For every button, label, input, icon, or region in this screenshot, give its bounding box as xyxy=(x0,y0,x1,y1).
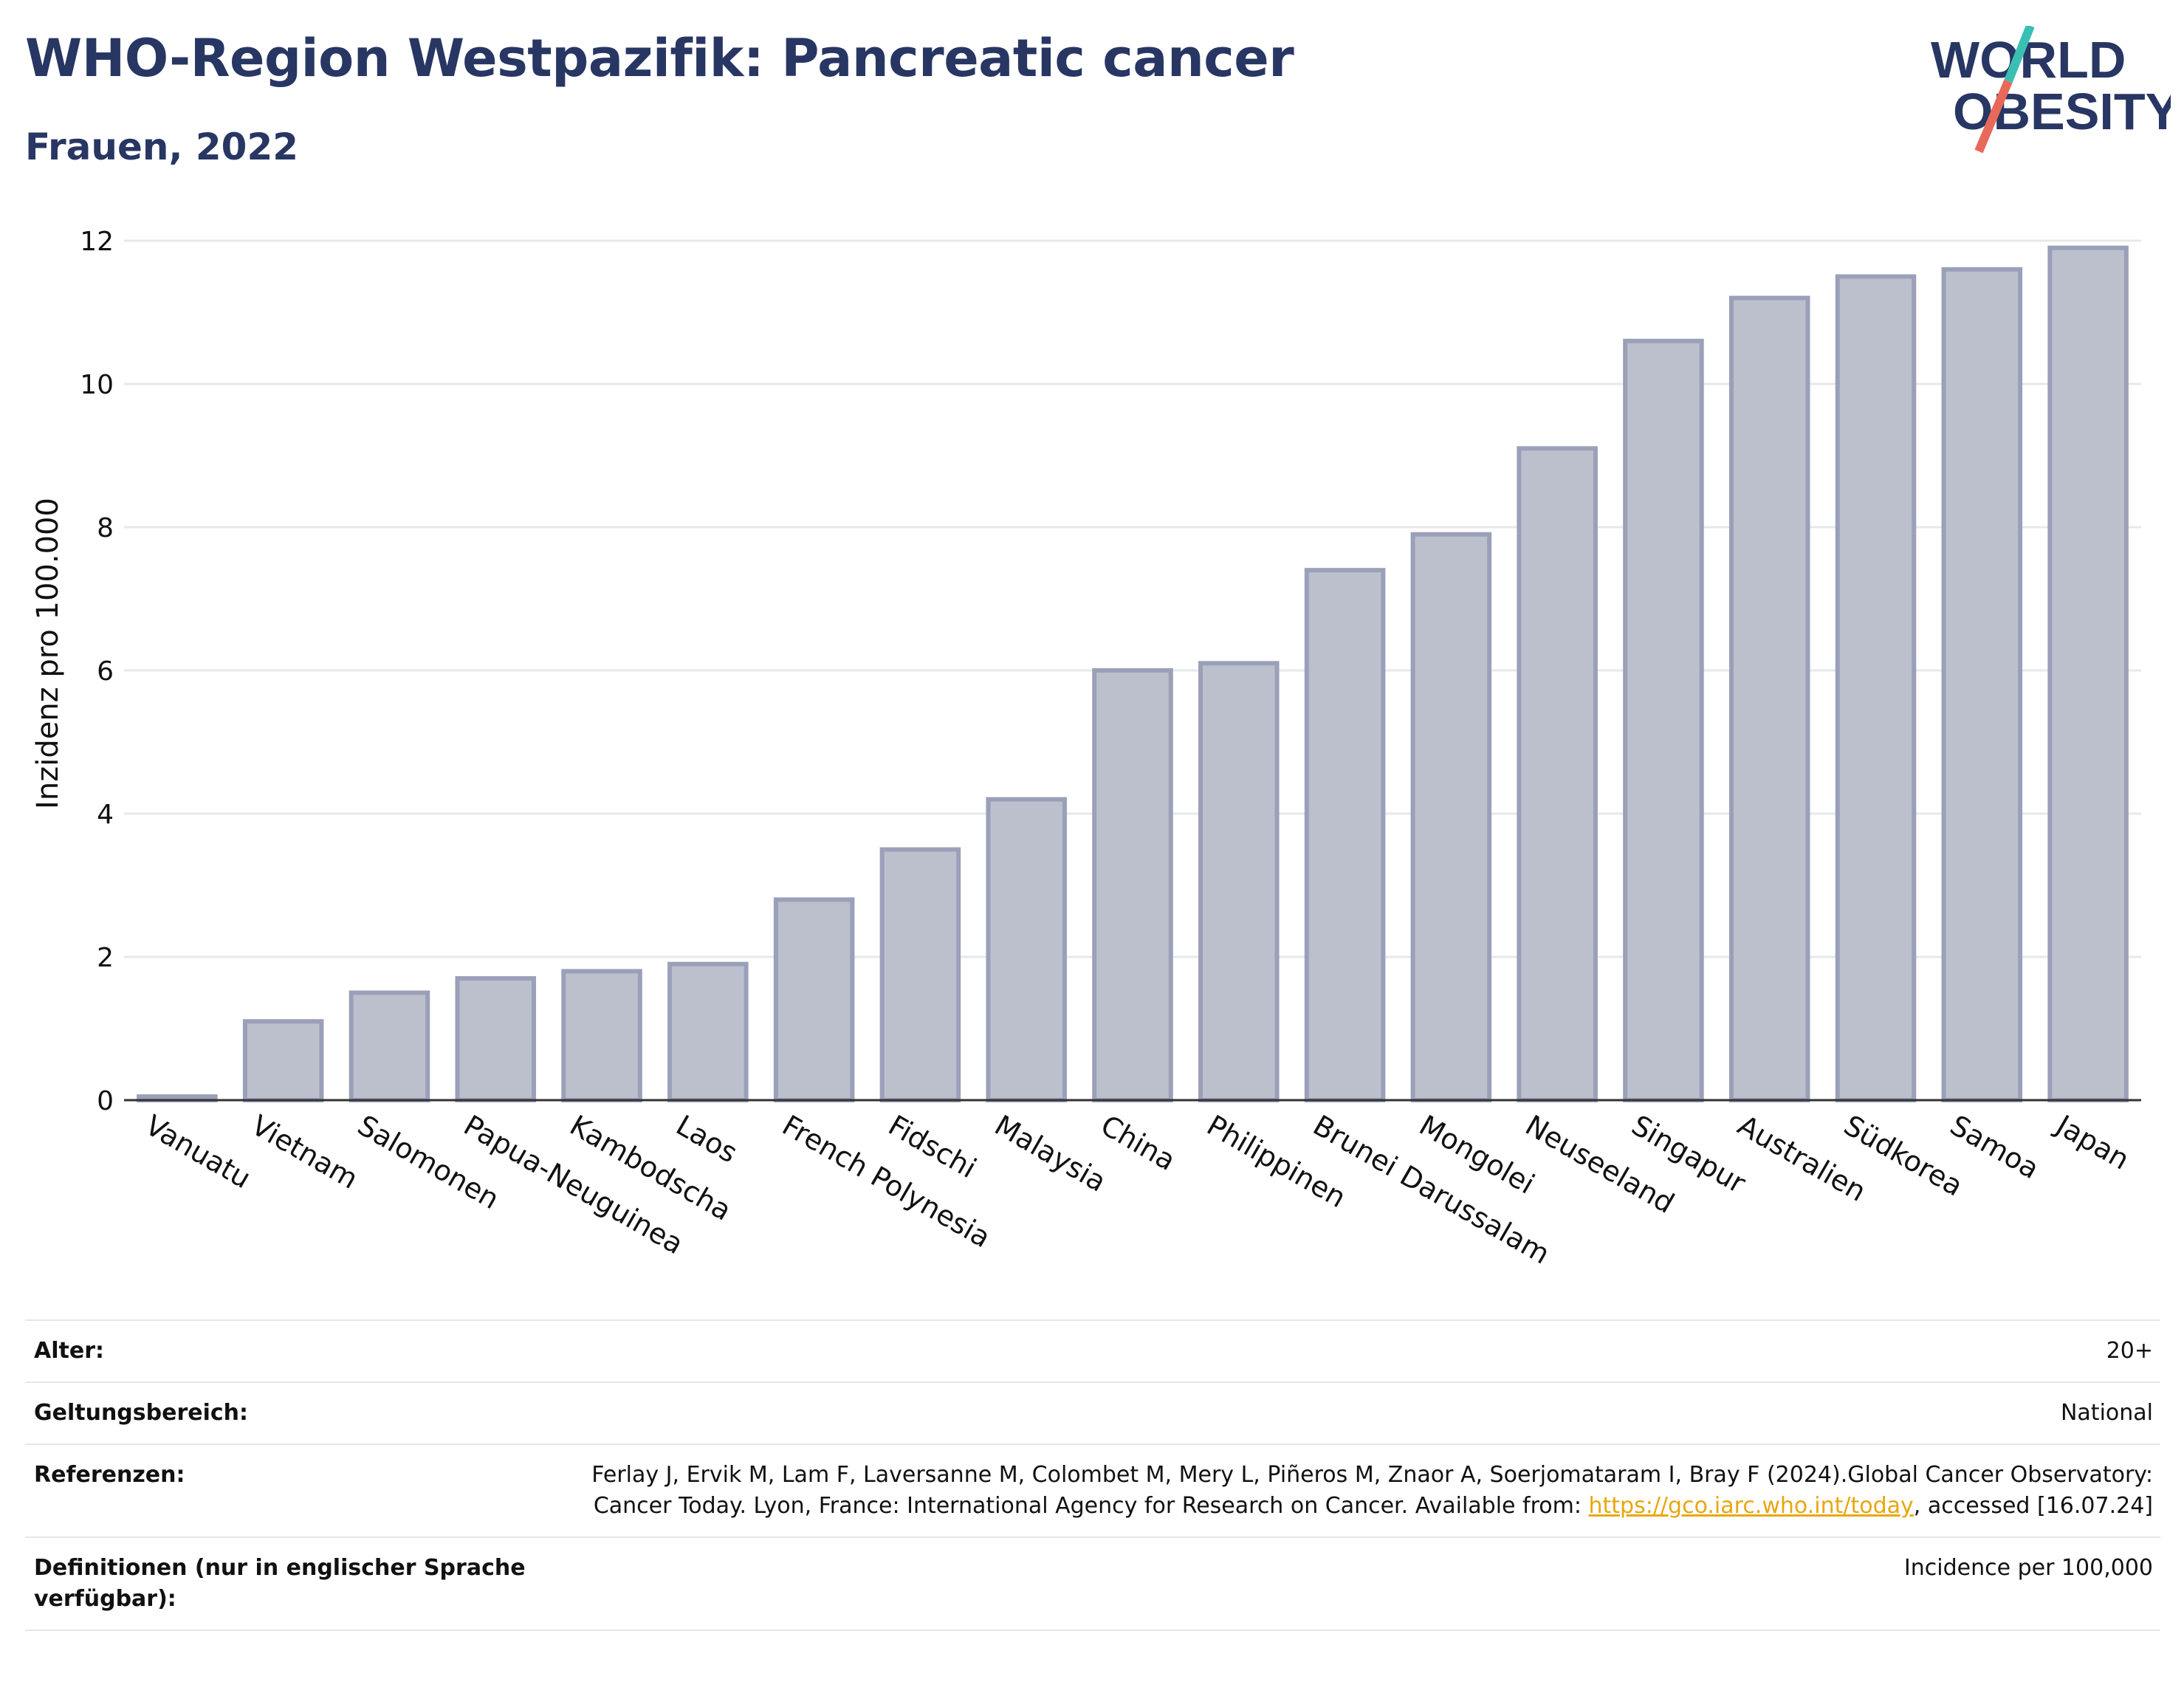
bar xyxy=(348,990,430,1102)
page-title: WHO-Region Westpazifik: Pancreatic cance… xyxy=(25,28,1294,89)
x-axis-labels: VanuatuVietnamSalomonenPapua-NeuguineaKa… xyxy=(140,1108,2135,1271)
reference-accessed: , accessed [16.07.24] xyxy=(1913,1493,2153,1519)
meta-value: National xyxy=(2060,1400,2153,1426)
y-axis-ticks: 0 2 4 6 8 10 12 xyxy=(80,227,114,1116)
y-tick-label: 8 xyxy=(97,513,114,543)
bar xyxy=(986,797,1067,1102)
bar xyxy=(2047,245,2129,1103)
bar xyxy=(242,1019,324,1103)
world-obesity-logo: WORLD OBESITY xyxy=(1931,26,2171,154)
x-tick-label: Vanuatu xyxy=(140,1109,256,1195)
meta-label: Referenzen: xyxy=(34,1462,185,1488)
x-tick-label: Vietnam xyxy=(246,1109,363,1195)
bar xyxy=(879,847,961,1102)
x-tick-label: Laos xyxy=(670,1109,743,1170)
y-tick-label: 12 xyxy=(80,227,114,257)
y-tick-label: 2 xyxy=(97,943,114,973)
meta-label: Geltungsbereich: xyxy=(34,1400,249,1426)
reference-link[interactable]: https://gco.iarc.who.int/today xyxy=(1588,1493,1914,1519)
bar xyxy=(1728,295,1810,1103)
logo-slash-teal xyxy=(2004,26,2035,83)
meta-row-scope: Geltungsbereich: National xyxy=(25,1381,2160,1443)
bars xyxy=(137,245,2129,1103)
meta-label: Alter: xyxy=(34,1338,104,1364)
bar xyxy=(1092,668,1173,1102)
y-tick-label: 0 xyxy=(97,1086,114,1116)
meta-label: Definitionen (nur in englischer Sprache … xyxy=(34,1555,526,1612)
meta-row-age: Alter: 20+ xyxy=(25,1319,2160,1381)
y-tick-label: 6 xyxy=(97,656,114,687)
meta-value: 20+ xyxy=(2106,1338,2153,1364)
meta-value: Ferlay J, Ervik M, Lam F, Laversanne M, … xyxy=(566,1460,2153,1522)
x-tick-label: China xyxy=(1096,1109,1181,1177)
logo-slash-coral xyxy=(1974,79,2013,154)
reference-text: Ferlay J, Ervik M, Lam F, Laversanne M, … xyxy=(591,1462,2153,1519)
y-tick-label: 4 xyxy=(97,800,114,830)
bar xyxy=(1835,274,1917,1102)
page-subtitle: Frauen, 2022 xyxy=(25,126,299,168)
x-tick-label: Malaysia xyxy=(989,1109,1112,1198)
y-tick-label: 10 xyxy=(80,370,114,400)
bar xyxy=(1623,338,1704,1102)
x-tick-label: Japan xyxy=(2050,1108,2135,1176)
bar xyxy=(773,897,855,1103)
bar xyxy=(1517,446,1598,1102)
meta-value: Incidence per 100,000 xyxy=(1903,1555,2153,1581)
bar xyxy=(1198,661,1280,1102)
bar xyxy=(1941,267,2023,1102)
meta-row-definitions: Definitionen (nur in englischer Sprache … xyxy=(25,1537,2160,1631)
bar xyxy=(561,969,642,1103)
bar xyxy=(1410,532,1492,1102)
metadata-table: Alter: 20+ Geltungsbereich: National Ref… xyxy=(25,1319,2160,1631)
bar xyxy=(667,961,749,1102)
y-axis-label: Inzidenz pro 100.000 xyxy=(31,498,65,809)
meta-row-references: Referenzen: Ferlay J, Ervik M, Lam F, La… xyxy=(25,1443,2160,1537)
bar xyxy=(1304,568,1386,1102)
bar-chart: 0 2 4 6 8 10 12 VanuatuVietnamSalomonenPapua-N… xyxy=(31,227,2141,1271)
bar xyxy=(455,976,537,1102)
